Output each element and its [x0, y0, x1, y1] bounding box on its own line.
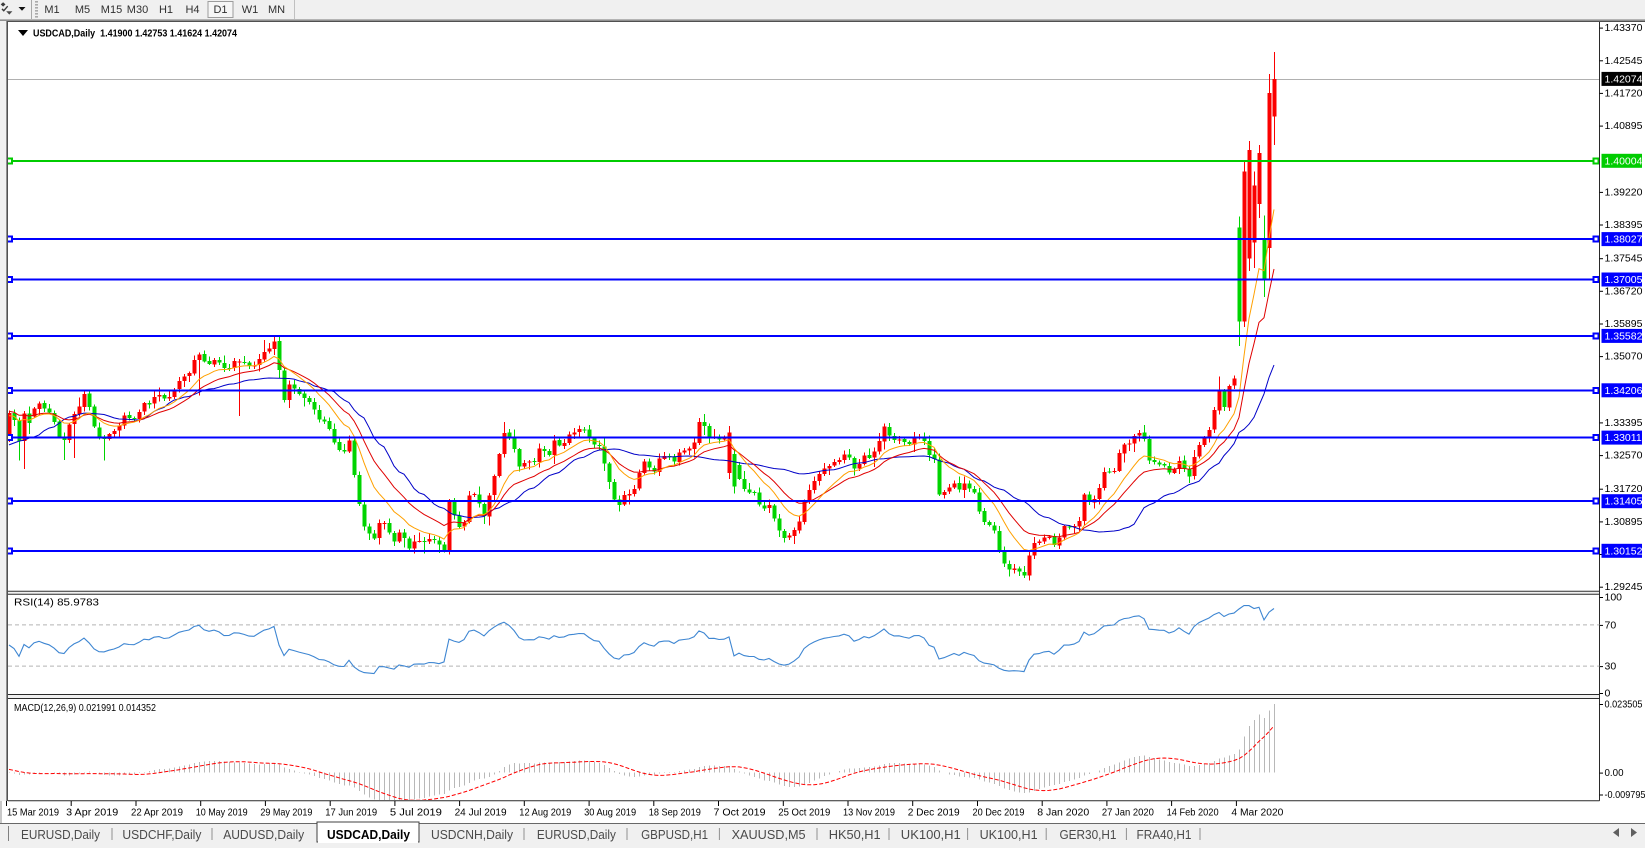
svg-text:USDCHF,Daily: USDCHF,Daily	[122, 827, 201, 842]
svg-text:1.32570: 1.32570	[1605, 450, 1643, 462]
svg-text:1.37545: 1.37545	[1605, 253, 1643, 265]
svg-text:25 Oct 2019: 25 Oct 2019	[778, 807, 830, 819]
svg-text:1.36720: 1.36720	[1605, 285, 1643, 297]
svg-text:1.31405: 1.31405	[1605, 496, 1643, 508]
svg-text:MACD(12,26,9) 0.021991 0.01435: MACD(12,26,9) 0.021991 0.014352	[14, 702, 156, 714]
svg-text:30 Aug 2019: 30 Aug 2019	[584, 807, 636, 819]
svg-text:M30: M30	[127, 4, 148, 16]
svg-text:1.38027: 1.38027	[1605, 234, 1643, 246]
svg-text:1.39220: 1.39220	[1605, 186, 1643, 198]
svg-text:100: 100	[1605, 592, 1623, 604]
svg-text:EURUSD,Daily: EURUSD,Daily	[537, 827, 616, 842]
svg-text:7 Oct 2019: 7 Oct 2019	[714, 807, 766, 819]
svg-text:18 Sep 2019: 18 Sep 2019	[649, 807, 701, 819]
svg-text:MN: MN	[268, 4, 285, 16]
svg-text:1.42074: 1.42074	[1605, 73, 1643, 85]
svg-text:UK100,H1: UK100,H1	[901, 827, 961, 842]
svg-text:20 Dec 2019: 20 Dec 2019	[973, 807, 1025, 819]
svg-text:27 Jan 2020: 27 Jan 2020	[1102, 807, 1154, 819]
svg-text:1.40895: 1.40895	[1605, 120, 1643, 132]
svg-text:5 Jul 2019: 5 Jul 2019	[390, 807, 442, 819]
svg-text:1.34206: 1.34206	[1605, 385, 1643, 397]
svg-text:M5: M5	[75, 4, 90, 16]
svg-text:1.35070: 1.35070	[1605, 351, 1643, 363]
svg-text:22 Apr 2019: 22 Apr 2019	[131, 807, 183, 819]
svg-text:H1: H1	[159, 4, 173, 16]
svg-text:EURUSD,Daily: EURUSD,Daily	[21, 827, 100, 842]
svg-text:2 Dec 2019: 2 Dec 2019	[908, 807, 960, 819]
svg-text:1.37005: 1.37005	[1605, 274, 1643, 286]
svg-text:1.35895: 1.35895	[1605, 318, 1643, 330]
svg-text:1.33395: 1.33395	[1605, 417, 1643, 429]
svg-text:3 Apr 2019: 3 Apr 2019	[66, 807, 118, 819]
svg-text:15 Mar 2019: 15 Mar 2019	[7, 807, 59, 819]
svg-text:AUDUSD,Daily: AUDUSD,Daily	[223, 827, 304, 842]
svg-text:8 Jan 2020: 8 Jan 2020	[1037, 807, 1089, 819]
svg-text:70: 70	[1605, 619, 1617, 631]
svg-text:1.43370: 1.43370	[1605, 22, 1643, 34]
svg-text:FRA40,H1: FRA40,H1	[1137, 827, 1192, 842]
svg-text:W1: W1	[242, 4, 259, 16]
svg-text:XAUUSD,M5: XAUUSD,M5	[732, 827, 806, 842]
svg-text:USDCAD,Daily 1.41900 1.42753: USDCAD,Daily 1.41900 1.42753 1.41624 1.4…	[33, 28, 237, 40]
svg-text:RSI(14) 85.9783: RSI(14) 85.9783	[14, 597, 99, 609]
svg-text:UK100,H1: UK100,H1	[980, 827, 1038, 842]
svg-text:24 Jul 2019: 24 Jul 2019	[455, 807, 507, 819]
svg-text:1.41720: 1.41720	[1605, 87, 1643, 99]
svg-text:29 May 2019: 29 May 2019	[260, 807, 312, 819]
svg-text:-0.009795: -0.009795	[1605, 789, 1645, 801]
svg-text:M15: M15	[101, 4, 122, 16]
svg-text:1.35582: 1.35582	[1605, 330, 1643, 342]
svg-text:1.31720: 1.31720	[1605, 483, 1643, 495]
svg-text:10 May 2019: 10 May 2019	[196, 807, 248, 819]
svg-text:0.023505: 0.023505	[1605, 699, 1643, 711]
svg-text:12 Aug 2019: 12 Aug 2019	[519, 807, 571, 819]
svg-text:M1: M1	[44, 4, 59, 16]
svg-text:HK50,H1: HK50,H1	[829, 827, 881, 842]
svg-text:GBPUSD,H1: GBPUSD,H1	[641, 827, 708, 842]
svg-text:D1: D1	[213, 4, 227, 16]
svg-text:1.30895: 1.30895	[1605, 516, 1643, 528]
svg-text:USDCNH,Daily: USDCNH,Daily	[431, 827, 513, 842]
svg-text:1.33011: 1.33011	[1605, 432, 1642, 444]
svg-text:1.40004: 1.40004	[1605, 155, 1643, 167]
svg-text:1.42545: 1.42545	[1605, 55, 1643, 67]
svg-text:17 Jun 2019: 17 Jun 2019	[325, 807, 377, 819]
svg-text:H4: H4	[185, 4, 199, 16]
svg-text:1.30152: 1.30152	[1605, 545, 1643, 557]
svg-text:4 Mar 2020: 4 Mar 2020	[1231, 807, 1283, 819]
svg-text:USDCAD,Daily: USDCAD,Daily	[327, 827, 411, 842]
svg-text:1.38395: 1.38395	[1605, 219, 1643, 231]
svg-text:0.00: 0.00	[1605, 767, 1624, 779]
svg-text:30: 30	[1605, 661, 1617, 673]
svg-text:13 Nov 2019: 13 Nov 2019	[843, 807, 895, 819]
svg-text:GER30,H1: GER30,H1	[1060, 827, 1117, 842]
svg-text:14 Feb 2020: 14 Feb 2020	[1167, 807, 1219, 819]
